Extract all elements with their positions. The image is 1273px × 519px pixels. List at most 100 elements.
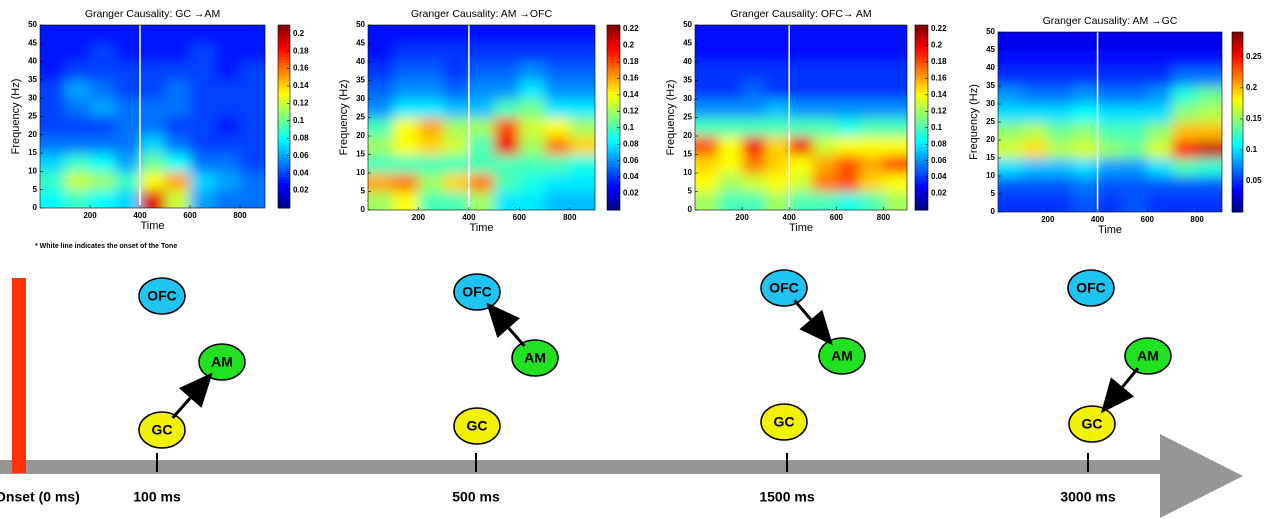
node-label: AM	[1137, 348, 1159, 364]
cell	[998, 194, 1024, 212]
cell	[1197, 176, 1222, 195]
colorbar-strip	[278, 67, 290, 72]
cell	[40, 171, 66, 191]
y-tick-label: 0	[688, 205, 693, 214]
cell	[190, 153, 216, 172]
colorbar-strip	[278, 205, 290, 209]
colorbar-strip	[1232, 147, 1243, 151]
colorbar-strip	[915, 183, 928, 188]
colorbar-strip	[278, 27, 290, 32]
cell	[494, 154, 520, 174]
cell	[883, 136, 907, 156]
colorbar-strip	[915, 68, 928, 72]
cell	[368, 117, 394, 137]
cell	[1172, 122, 1198, 141]
cell	[836, 62, 861, 82]
chart-title: Granger Causality: OFC→ AM	[730, 8, 871, 20]
arrow-shaft	[1121, 367, 1139, 388]
cell	[443, 191, 470, 210]
cell	[789, 62, 814, 82]
colorbar-strip	[607, 27, 620, 32]
cell	[883, 154, 907, 174]
cell	[718, 99, 743, 119]
cell	[494, 43, 520, 63]
cell	[836, 191, 861, 210]
cell	[695, 173, 720, 193]
cell	[115, 43, 141, 63]
cell	[240, 171, 265, 191]
node-label: AM	[524, 350, 546, 366]
cell	[65, 61, 91, 81]
x-tick-label: 200	[412, 213, 426, 222]
colorbar-strip	[915, 82, 928, 87]
cell	[718, 43, 743, 63]
colorbar-strip	[1232, 65, 1243, 70]
cell	[695, 136, 720, 156]
colorbar-strip	[278, 156, 290, 160]
cell	[789, 136, 814, 156]
colorbar-strip	[1232, 32, 1243, 36]
cell	[519, 80, 546, 100]
colorbar-strip	[1232, 34, 1243, 39]
cell	[544, 25, 571, 45]
cell	[789, 154, 814, 174]
colorbar-strip	[278, 190, 290, 195]
colorbar-strip	[915, 178, 928, 182]
cell	[40, 98, 66, 118]
cell	[190, 189, 216, 208]
cell	[812, 62, 837, 82]
cell	[1097, 50, 1124, 69]
colorbar-strip	[1232, 189, 1243, 193]
x-tick-label: 800	[1190, 215, 1204, 224]
cell	[695, 99, 720, 119]
cell	[215, 116, 241, 136]
cell	[443, 154, 470, 174]
arrow-head	[1100, 377, 1135, 414]
cell	[1122, 194, 1148, 212]
cell	[368, 154, 394, 174]
colorbar-strip	[1232, 206, 1243, 210]
cell	[998, 158, 1024, 177]
cell	[1022, 176, 1049, 195]
cell	[718, 154, 743, 174]
colorbar-strip	[278, 102, 290, 106]
colorbar-strip	[915, 30, 928, 35]
colorbar-strip	[278, 185, 290, 189]
colorbar-strip	[607, 62, 620, 66]
colorbar-frame	[914, 24, 929, 211]
colorbar-strip	[607, 25, 620, 29]
cell	[765, 154, 790, 174]
cell	[418, 136, 445, 156]
colorbar-tick-label: 0.08	[931, 139, 947, 148]
heatmap	[695, 25, 907, 210]
heatmap-cells	[368, 25, 595, 210]
colorbar-strip	[278, 173, 290, 178]
cell	[859, 43, 885, 63]
colorbar-strip	[607, 183, 620, 188]
colorbar-strip	[278, 53, 290, 57]
colorbar-strip	[915, 105, 928, 110]
colorbar-strip	[915, 131, 928, 136]
colorbar-strip	[915, 172, 928, 176]
y-tick-label: 20	[356, 131, 365, 140]
cell	[1047, 140, 1074, 159]
colorbar-strip	[915, 36, 928, 40]
colorbar-strip	[915, 149, 928, 153]
colorbar-strip	[1232, 203, 1243, 207]
colorbar-strip	[278, 162, 290, 166]
cell	[789, 80, 814, 100]
cell	[215, 61, 241, 81]
colorbar-strip	[607, 71, 620, 75]
cell	[90, 134, 116, 154]
cell	[1022, 194, 1049, 212]
cell	[1097, 194, 1124, 212]
colorbar-strip	[607, 169, 620, 173]
cell	[165, 116, 191, 136]
colorbar-strip	[278, 96, 290, 100]
cell	[836, 154, 861, 174]
colorbar-strip	[607, 189, 620, 194]
colorbar-strip	[278, 202, 290, 206]
colorbar-strip	[278, 90, 290, 95]
x-tick-label: 400	[133, 211, 147, 220]
colorbar-strip	[278, 30, 290, 35]
